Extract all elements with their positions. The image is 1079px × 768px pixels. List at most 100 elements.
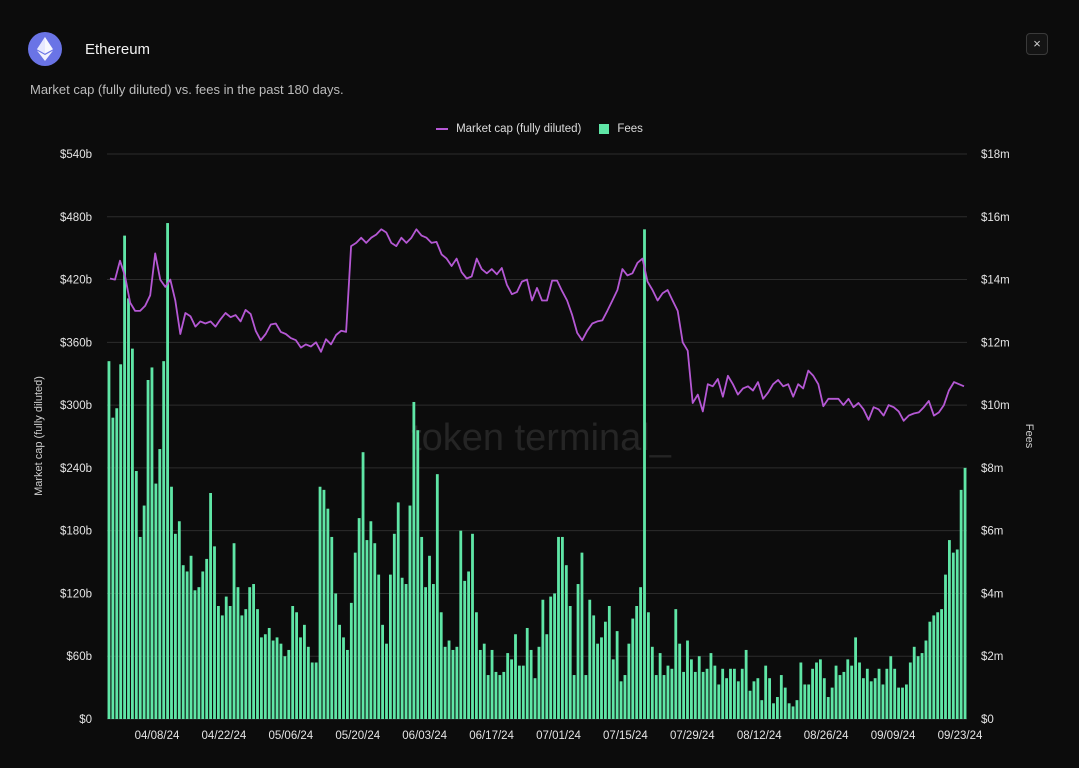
fee-bar [772,703,775,719]
fee-bar [901,687,904,719]
fee-bar [623,675,627,719]
fee-bar [295,612,298,719]
fee-bar [256,609,259,719]
legend-label-fees: Fees [617,123,643,135]
x-tick-label: 08/12/24 [737,730,782,742]
fee-bar [291,606,295,719]
fee-bar [158,449,162,719]
fee-bar [564,565,568,719]
fee-bar [604,621,607,719]
fee-bar [189,555,193,719]
fee-bar [205,558,209,719]
fee-bar [905,684,908,719]
fee-bar [334,593,338,719]
fee-bar [287,649,291,719]
fee-bar [326,508,330,719]
legend-item-market-cap[interactable]: Market cap (fully diluted) [436,123,581,135]
y-right-tick-label: $10m [981,400,1010,412]
fee-bar [815,662,818,719]
fee-bar [392,533,396,719]
fee-bar [162,361,166,719]
fee-bar [478,649,482,719]
fee-bar [600,637,603,719]
fee-bar [717,684,721,719]
fee-bar [463,580,467,719]
y-left-tick-label: $480b [60,212,92,224]
fee-bar [908,662,912,719]
fee-bar [213,546,216,719]
fee-bar [471,533,474,719]
fee-bar [733,668,736,719]
fee-bar [111,417,115,719]
watermark-text: token terminal_ [411,417,672,459]
fee-bar [822,678,826,719]
fee-bar [611,659,615,719]
fee-bar [944,574,947,719]
x-tick-label: 07/29/24 [670,730,715,742]
fee-bar [447,640,451,719]
fee-bar [697,656,701,719]
fee-bar [963,467,967,719]
y-left-tick-label: $120b [60,588,92,600]
fee-bar [951,552,955,719]
fee-bar [619,681,623,719]
fee-bar [592,615,596,719]
fee-bar [920,653,924,719]
fee-bar [795,700,799,719]
fee-bar [201,571,205,719]
fee-bar [850,665,854,719]
fee-bar [353,552,357,719]
fee-bar [631,618,635,719]
fee-bar [760,700,764,719]
fee-bar [185,571,189,719]
fee-bar [779,675,783,719]
fee-bar [166,223,169,720]
fee-bar [783,687,787,719]
legend-item-fees[interactable]: Fees [599,123,643,135]
fee-bar [498,675,502,719]
fee-bar [177,521,181,719]
fee-bar [643,229,646,720]
fee-bar [541,599,545,719]
y-left-tick-label: $240b [60,463,92,475]
fee-bar [349,602,353,719]
fee-bar [615,631,619,719]
close-button[interactable]: × [1026,33,1048,55]
fee-bar [150,367,154,719]
fee-bar [138,536,142,719]
fee-bar [607,606,611,719]
fee-bar [791,706,795,719]
fee-bar [330,536,334,719]
y-left-axis-title: Market cap (fully diluted) [33,376,45,496]
x-tick-label: 09/23/24 [938,730,983,742]
fee-bar [220,615,224,719]
fee-bar [439,612,443,719]
chart-subtitle: Market cap (fully diluted) vs. fees in t… [30,82,344,97]
fee-bar [955,549,959,719]
fee-bar [502,671,506,719]
fee-bar [115,408,119,719]
fee-bar [752,681,756,719]
fee-bar [322,489,326,719]
fee-bar [306,646,310,719]
fee-bar [346,649,349,719]
fee-bar [959,489,963,719]
fee-bar [674,609,678,719]
fee-bar [303,624,306,719]
fee-bar [873,678,877,719]
x-tick-label: 08/26/24 [804,730,849,742]
fee-bar [412,401,416,719]
fee-bar [885,668,889,719]
fee-bar [521,665,525,719]
fee-bar [924,640,928,719]
fee-bar [252,584,255,719]
fee-bar [400,577,404,719]
fee-bar [131,348,134,719]
fee-bar [881,684,885,719]
fee-bar [529,649,533,719]
fee-bar [428,555,431,719]
y-left-tick-label: $420b [60,275,92,287]
fee-bar [877,668,881,719]
fee-bar [596,643,599,719]
